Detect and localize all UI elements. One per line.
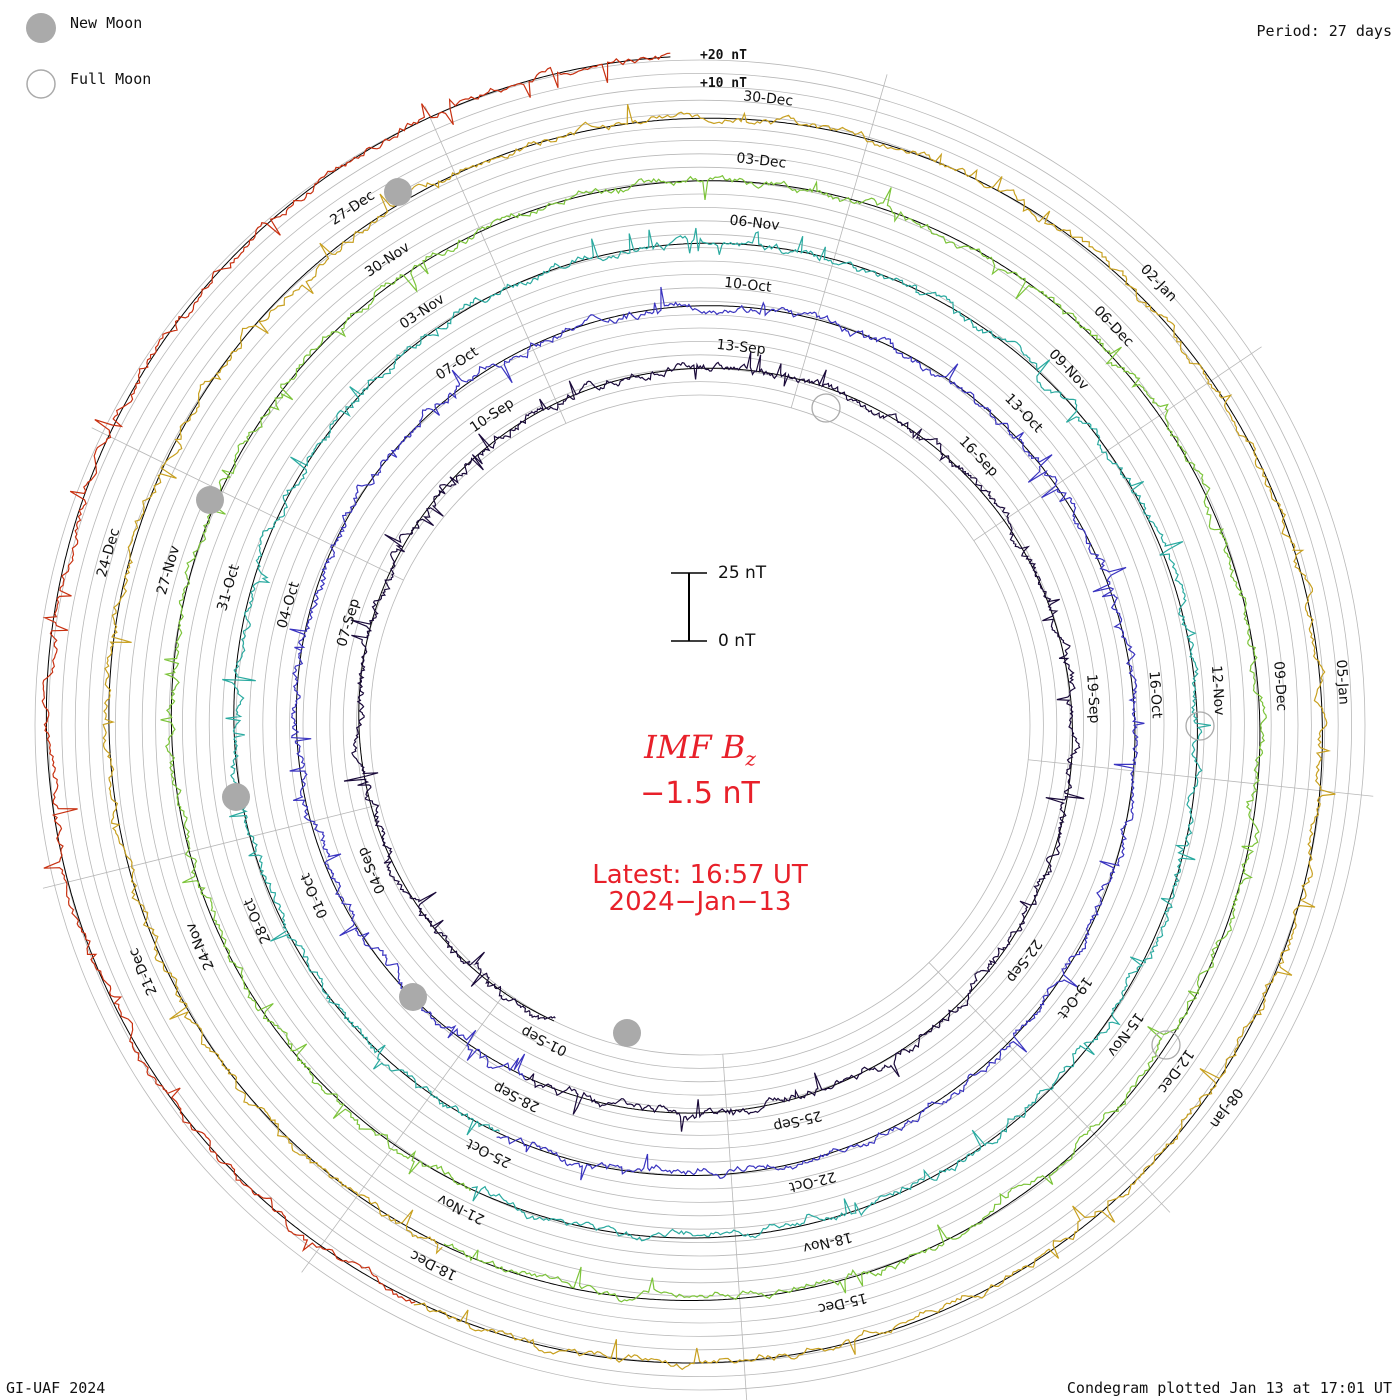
spiral-baseline	[295, 305, 1136, 1176]
new-moon-marker	[196, 486, 224, 514]
date-label: 19-Sep	[1083, 674, 1102, 724]
grid-circle	[302, 327, 1098, 1123]
grid-circle	[289, 314, 1111, 1136]
date-label: 27-Nov	[154, 544, 183, 597]
radial-spoke	[928, 962, 1171, 1213]
date-label: 31-Oct	[214, 562, 243, 613]
grid-circle	[182, 207, 1218, 1243]
date-label: 15-Dec	[816, 1289, 868, 1316]
grid-circle	[356, 381, 1044, 1069]
date-label: 01-Sep	[519, 1023, 570, 1059]
date-label: 04-Oct	[274, 580, 303, 631]
full-moon-icon	[26, 69, 56, 99]
grid-circle	[128, 153, 1272, 1297]
bz-trace-3	[222, 227, 1212, 1242]
legend-new-moon: New Moon	[70, 14, 143, 32]
spiral-baseline	[358, 367, 1073, 1114]
bz-trace-1	[343, 351, 1085, 1132]
ring-label-20: +20 nT	[700, 48, 747, 63]
date-label: 18-Dec	[408, 1247, 460, 1283]
bz-trace-6	[41, 52, 671, 1304]
grid-circle	[141, 166, 1259, 1284]
center-title: IMF Bz	[644, 728, 756, 771]
date-label: 10-Oct	[723, 275, 772, 296]
date-label: 16-Oct	[1146, 670, 1165, 719]
radial-spoke	[973, 346, 1262, 542]
new-moon-marker	[384, 178, 412, 206]
radial-spoke	[1028, 759, 1374, 797]
latest-date: 2024−Jan−13	[608, 887, 792, 917]
grid-circle	[208, 233, 1192, 1217]
new-moon-marker	[399, 983, 427, 1011]
new-moon-icon	[26, 13, 56, 43]
radial-spoke	[790, 74, 888, 408]
date-label: 21-Nov	[435, 1190, 487, 1227]
date-label: 09-Nov	[1045, 346, 1091, 393]
date-label: 19-Oct	[1054, 974, 1095, 1022]
date-label: 06-Dec	[1090, 303, 1136, 350]
date-label: 22-Oct	[787, 1168, 837, 1195]
latest-value: −1.5 nT	[640, 776, 760, 811]
date-label: 13-Sep	[716, 337, 767, 358]
grid-circle	[115, 140, 1285, 1310]
footer-plotted: Condegram plotted Jan 13 at 17:01 UT	[1066, 1379, 1392, 1397]
date-label: 12-Nov	[1208, 665, 1227, 716]
grid-circle	[34, 59, 1366, 1391]
date-label: 18-Nov	[801, 1228, 854, 1256]
date-label: 30-Dec	[742, 88, 793, 109]
full-moon-marker	[1185, 711, 1215, 741]
grid-circle	[88, 113, 1312, 1337]
footer-credit: GI-UAF 2024	[6, 1379, 106, 1397]
scale-bottom-label: 0 nT	[718, 631, 756, 651]
grid-circle	[275, 300, 1125, 1150]
spiral-baseline	[233, 242, 1198, 1239]
legend-full-moon: Full Moon	[70, 70, 152, 88]
date-label: 16-Sep	[956, 433, 1002, 480]
date-label: 03-Dec	[736, 150, 787, 171]
date-label: 02-Jan	[1137, 261, 1180, 305]
date-label: 05-Jan	[1333, 659, 1352, 705]
ring-label-10: +10 nT	[700, 76, 747, 91]
date-label: 06-Nov	[729, 213, 781, 234]
date-label: 25-Oct	[464, 1135, 514, 1171]
new-moon-marker	[222, 783, 250, 811]
radial-spoke	[91, 427, 404, 581]
date-label: 25-Sep	[772, 1107, 824, 1134]
grid-circle	[369, 394, 1031, 1056]
radial-spoke	[424, 106, 567, 424]
grid-circle	[155, 180, 1245, 1270]
full-moon-marker	[1151, 1030, 1181, 1060]
grid-circle	[74, 99, 1326, 1351]
radial-spoke	[301, 991, 507, 1273]
grid-circle	[222, 247, 1178, 1203]
bz-trace-2	[289, 286, 1145, 1181]
date-label: 08-Jan	[1206, 1085, 1246, 1131]
spiral-baseline	[45, 56, 671, 1302]
scale-top-label: 25 nT	[718, 563, 767, 583]
grid-circle	[315, 340, 1085, 1110]
new-moon-marker	[613, 1019, 641, 1047]
radial-spoke	[42, 804, 380, 889]
bz-trace-5	[102, 104, 1336, 1371]
grid-circle	[262, 287, 1138, 1163]
full-moon-marker	[811, 393, 841, 423]
bz-trace-4	[160, 174, 1267, 1303]
grid-circle	[48, 73, 1352, 1377]
latest-time: Latest: 16:57 UT	[592, 860, 808, 890]
grid-circle	[342, 367, 1058, 1083]
period-label: Period: 27 days	[1256, 22, 1392, 40]
date-label: 09-Dec	[1270, 661, 1289, 712]
date-label: 24-Dec	[94, 527, 123, 579]
grid-circle	[168, 193, 1232, 1257]
grid-circle	[101, 126, 1299, 1324]
grid-circle	[195, 220, 1205, 1230]
